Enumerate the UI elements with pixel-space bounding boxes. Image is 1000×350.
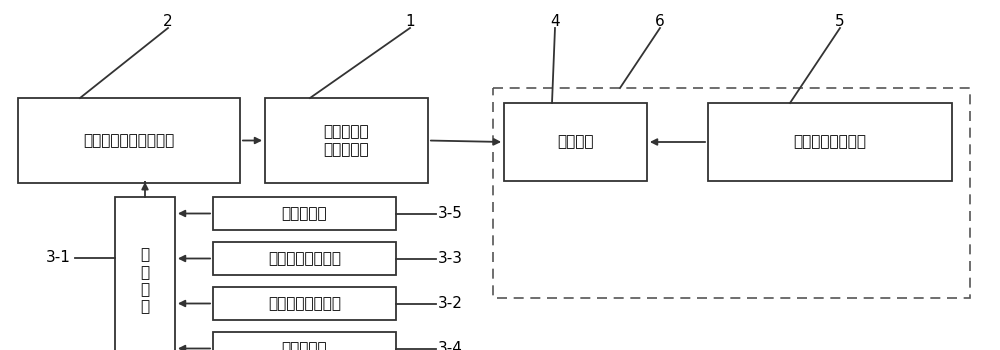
Text: 3-3: 3-3	[438, 251, 463, 266]
Text: 负载模拟电机驱动电路: 负载模拟电机驱动电路	[83, 133, 175, 148]
Text: 3-4: 3-4	[438, 341, 463, 350]
Text: 1: 1	[405, 14, 415, 29]
Bar	[213, 197, 396, 230]
Text: 6: 6	[655, 14, 665, 29]
Text: 2: 2	[163, 14, 173, 29]
Bar	[115, 197, 175, 350]
Text: 微
控
制
器: 微 控 制 器	[140, 247, 150, 315]
Bar	[708, 103, 952, 181]
Text: 速度传感器: 速度传感器	[282, 341, 327, 350]
Bar	[213, 287, 396, 320]
Text: 被测电机驱动电路: 被测电机驱动电路	[794, 134, 866, 149]
Text: 4: 4	[550, 14, 560, 29]
Text: 被测电机: 被测电机	[557, 134, 594, 149]
Text: 3-2: 3-2	[438, 296, 463, 311]
Text: 5: 5	[835, 14, 845, 29]
Text: 3-5: 3-5	[438, 206, 463, 221]
Bar	[265, 98, 428, 183]
Text: 三相电压采样电路: 三相电压采样电路	[268, 251, 341, 266]
Bar	[213, 332, 396, 350]
Text: 三相电流采样电路: 三相电流采样电路	[268, 296, 341, 311]
Bar	[213, 242, 396, 275]
Text: 3-1: 3-1	[46, 251, 70, 266]
Text: 转矩传感器: 转矩传感器	[282, 206, 327, 221]
Bar	[18, 98, 240, 183]
Text: 负载模拟永
磁同步电机: 负载模拟永 磁同步电机	[324, 124, 369, 157]
Bar	[504, 103, 647, 181]
Bar	[493, 88, 970, 298]
